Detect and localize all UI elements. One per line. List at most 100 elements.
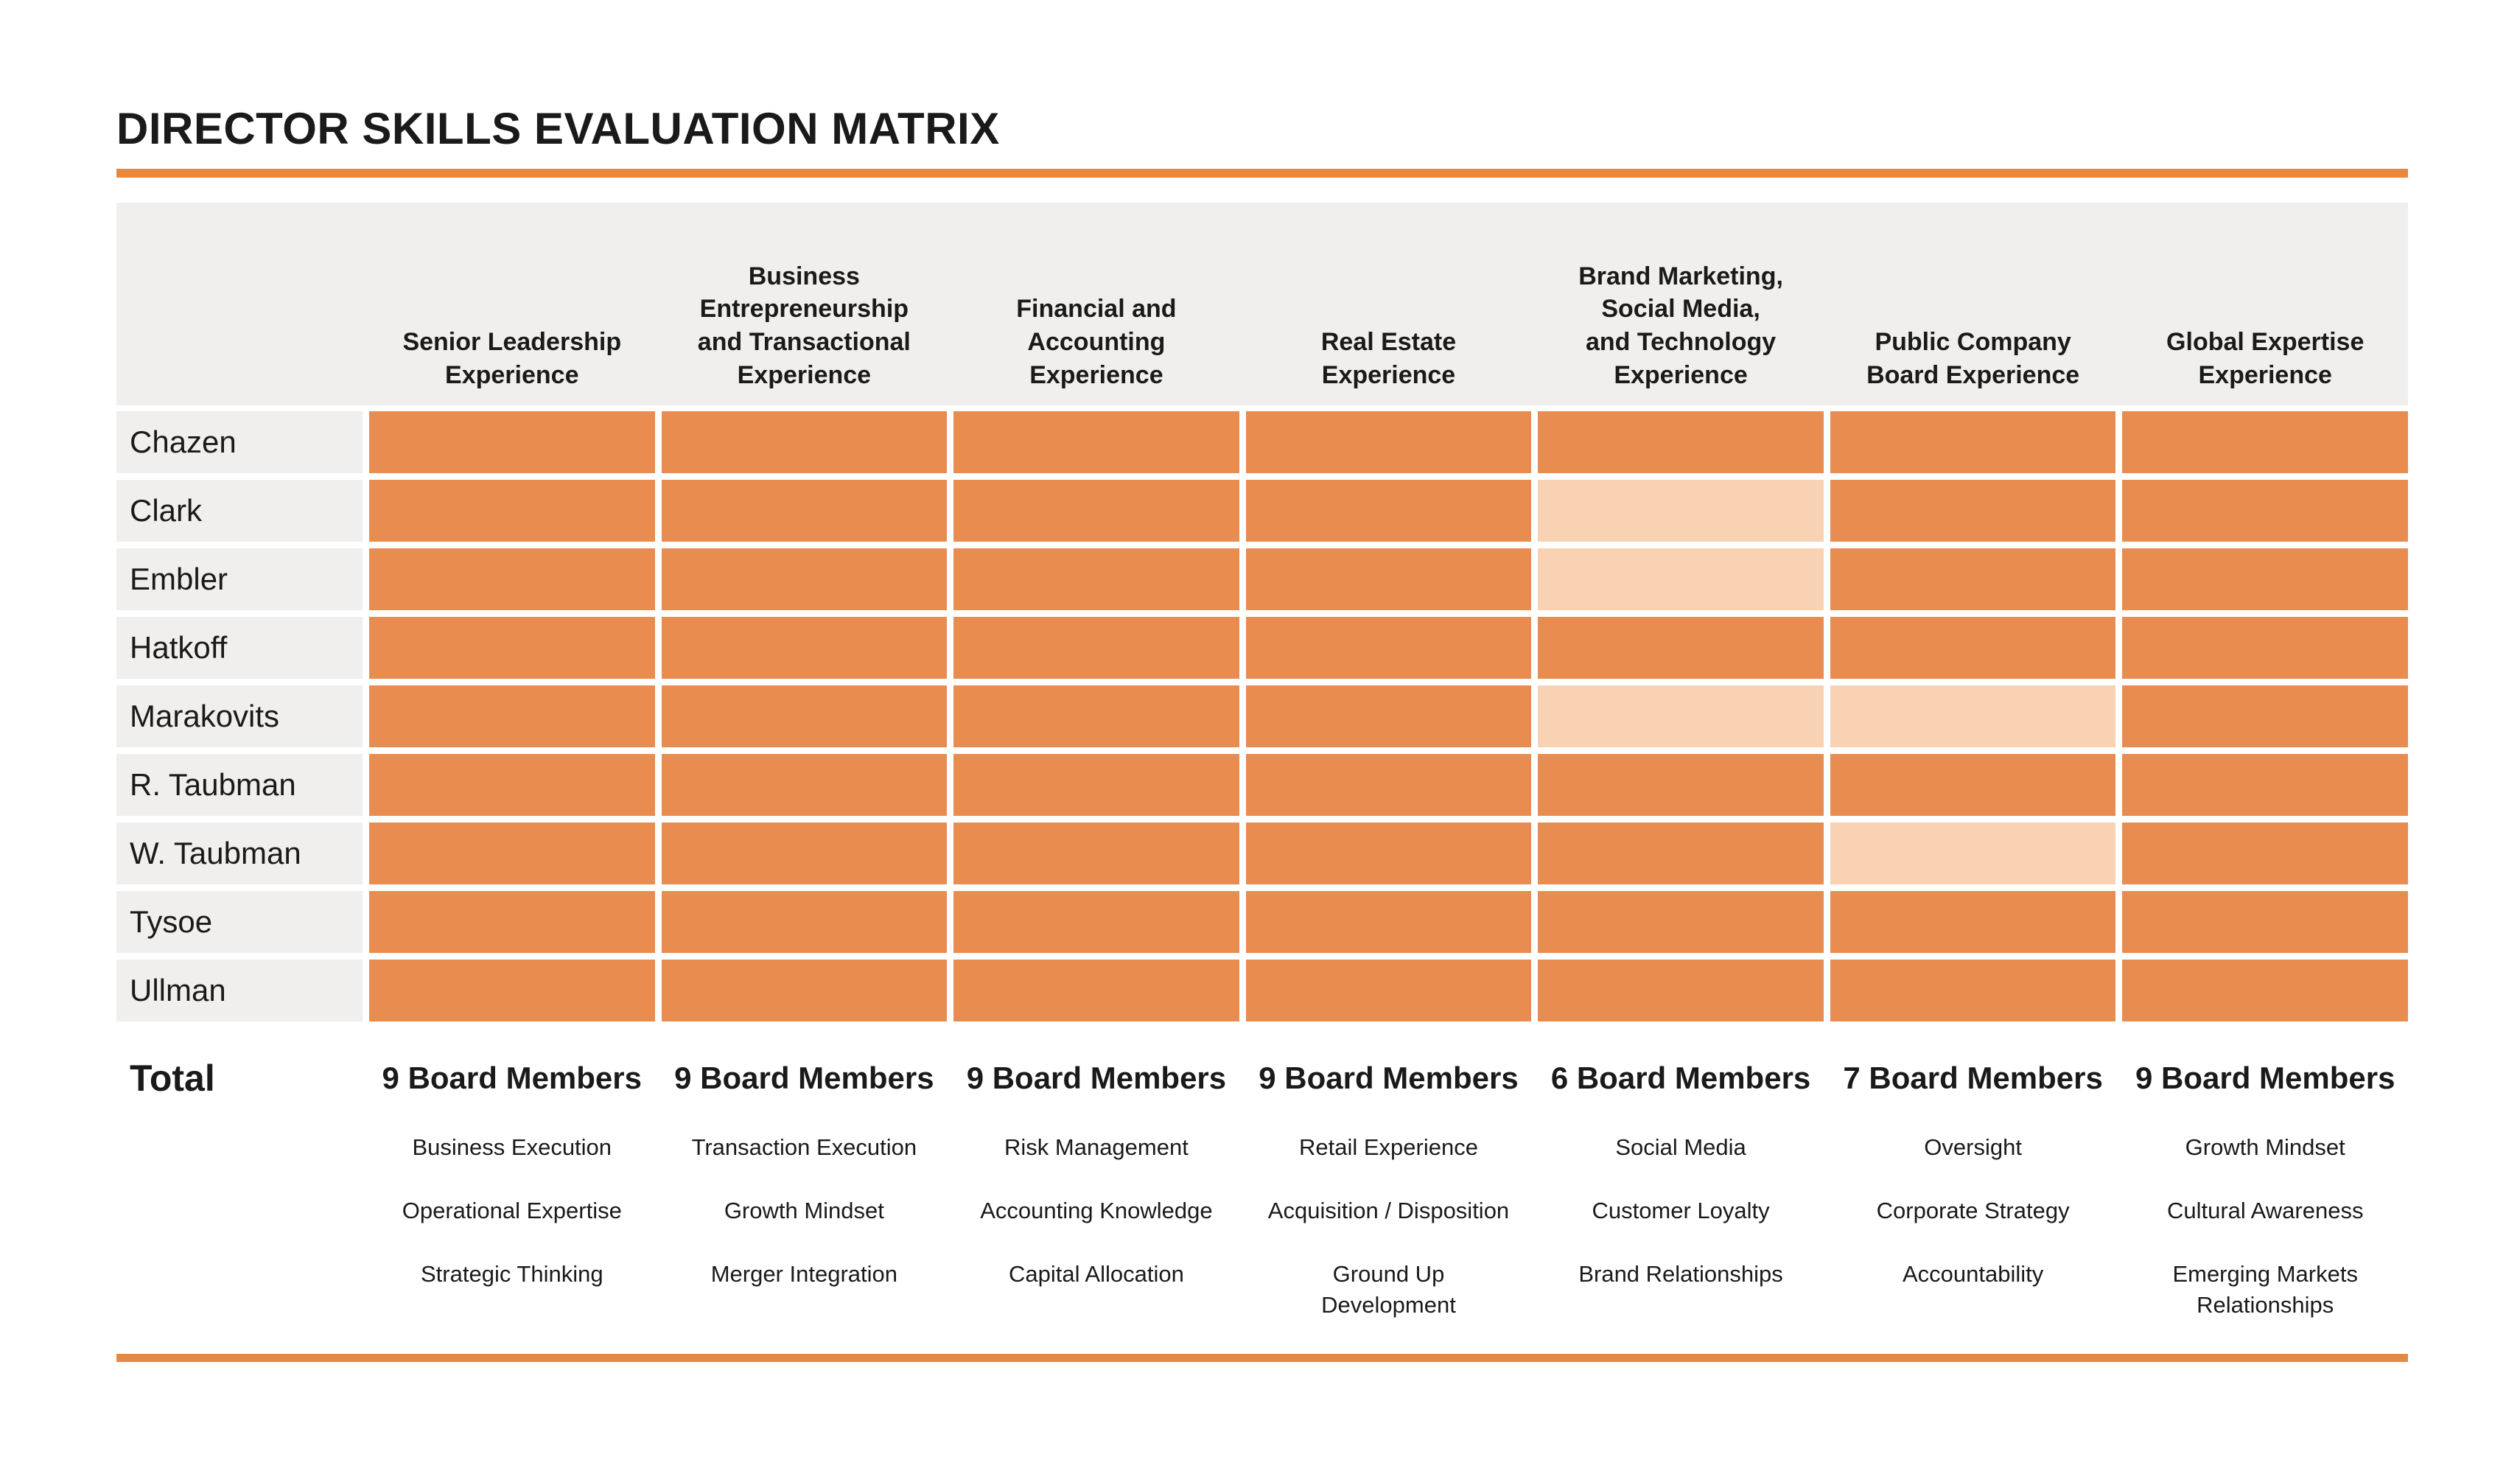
column-header-brand-marketing: Brand Marketing, Social Media, and Techn… <box>1578 262 1783 390</box>
cell-ullman-business-entrepreneurship <box>661 960 948 1021</box>
matrix-content: DIRECTOR SKILLS EVALUATION MATRIX Senior… <box>116 0 2408 1363</box>
cell-clark-real-estate <box>1245 480 1532 542</box>
row-label-r-taubman: R. Taubman <box>116 754 363 816</box>
cell-ullman-real-estate <box>1245 960 1532 1021</box>
row-label-marakovits: Marakovits <box>116 685 363 747</box>
cell-w-taubman-global-expertise <box>2122 822 2408 884</box>
cell-tysoe-global-expertise <box>2122 891 2408 953</box>
matrix-row-clark: Clark <box>116 480 2408 542</box>
cell-chazen-global-expertise <box>2122 411 2408 473</box>
cell-clark-global-expertise <box>2122 480 2408 542</box>
row-label-embler: Embler <box>116 548 363 610</box>
cell-embler-financial-accounting <box>953 548 1239 610</box>
cell-clark-public-company-board <box>1830 480 2116 542</box>
cell-marakovits-business-entrepreneurship <box>661 685 948 747</box>
skill-senior-leadership-2: Operational Expertise <box>402 1197 622 1223</box>
cell-ullman-global-expertise <box>2122 960 2408 1021</box>
cell-clark-financial-accounting <box>953 480 1239 542</box>
skill-real-estate-1: Retail Experience <box>1299 1134 1478 1160</box>
total-senior-leadership: 9 Board Members <box>382 1061 642 1095</box>
skill-global-expertise-3: Emerging Markets Relationships <box>2172 1260 2358 1318</box>
cell-ullman-financial-accounting <box>953 960 1239 1021</box>
cell-r-taubman-senior-leadership <box>369 754 655 816</box>
cell-clark-brand-marketing <box>1538 480 1824 542</box>
cell-marakovits-financial-accounting <box>953 685 1239 747</box>
cell-chazen-financial-accounting <box>953 411 1239 473</box>
cell-chazen-public-company-board <box>1830 411 2116 473</box>
matrix-row-marakovits: Marakovits <box>116 685 2408 747</box>
total-label: Total <box>130 1058 215 1099</box>
skill-business-entrepreneurship-3: Merger Integration <box>710 1260 897 1287</box>
column-header-global-expertise: Global Expertise Experience <box>2166 328 2365 390</box>
bottom-rule <box>116 1354 2408 1363</box>
cell-tysoe-business-entrepreneurship <box>661 891 948 953</box>
cell-tysoe-real-estate <box>1245 891 1532 953</box>
cell-ullman-brand-marketing <box>1538 960 1824 1021</box>
cell-hatkoff-global-expertise <box>2122 617 2408 679</box>
skills-row-3: Strategic Thinking Merger Integration Capi… <box>116 1259 2408 1321</box>
cell-marakovits-senior-leadership <box>369 685 655 747</box>
row-label-ullman: Ullman <box>116 960 363 1021</box>
matrix-row-ullman: Ullman <box>116 960 2408 1021</box>
matrix-row-hatkoff: Hatkoff <box>116 617 2408 679</box>
column-header-real-estate: Real Estate Experience <box>1320 328 1457 390</box>
skill-public-company-board-2: Corporate Strategy <box>1876 1197 2070 1223</box>
cell-hatkoff-financial-accounting <box>953 617 1239 679</box>
cell-hatkoff-business-entrepreneurship <box>661 617 948 679</box>
column-header-senior-leadership: Senior Leadership Experience <box>402 328 622 390</box>
skill-real-estate-2: Acquisition / Disposition <box>1267 1197 1510 1223</box>
matrix-row-tysoe: Tysoe <box>116 891 2408 953</box>
skill-financial-accounting-2: Accounting Knowledge <box>980 1197 1213 1223</box>
skill-public-company-board-3: Accountability <box>1902 1260 2044 1287</box>
skill-senior-leadership-3: Strategic Thinking <box>421 1260 603 1287</box>
skills-lists: Business Execution Transaction Execution R… <box>116 1132 2408 1320</box>
skill-financial-accounting-3: Capital Allocation <box>1009 1260 1184 1287</box>
skill-senior-leadership-1: Business Execution <box>412 1134 612 1160</box>
row-label-chazen: Chazen <box>116 411 363 473</box>
skill-brand-marketing-1: Social Media <box>1615 1134 1746 1160</box>
row-label-tysoe: Tysoe <box>116 891 363 953</box>
totals-row: Total 9 Board Members 9 Board Members 9 Boa… <box>116 1057 2408 1100</box>
cell-embler-senior-leadership <box>369 548 655 610</box>
skill-public-company-board-1: Oversight <box>1924 1134 2022 1160</box>
cell-chazen-senior-leadership <box>369 411 655 473</box>
total-global-expertise: 9 Board Members <box>2135 1061 2395 1095</box>
cell-ullman-public-company-board <box>1830 960 2116 1021</box>
cell-ullman-senior-leadership <box>369 960 655 1021</box>
total-business-entrepreneurship: 9 Board Members <box>674 1061 934 1095</box>
cell-embler-business-entrepreneurship <box>661 548 948 610</box>
cell-marakovits-brand-marketing <box>1538 685 1824 747</box>
cell-chazen-business-entrepreneurship <box>661 411 948 473</box>
skill-global-expertise-2: Cultural Awareness <box>2166 1197 2364 1223</box>
matrix-rows: Chazen Clark Embler Hatkoff Marakovits R. Tau… <box>116 411 2408 1021</box>
cell-clark-business-entrepreneurship <box>661 480 948 542</box>
cell-r-taubman-business-entrepreneurship <box>661 754 948 816</box>
cell-embler-real-estate <box>1245 548 1532 610</box>
title-rule <box>116 169 2408 178</box>
cell-w-taubman-public-company-board <box>1830 822 2116 884</box>
skills-row-2: Operational Expertise Growth Mindset Accou… <box>116 1195 2408 1226</box>
cell-embler-global-expertise <box>2122 548 2408 610</box>
cell-marakovits-real-estate <box>1245 685 1532 747</box>
cell-w-taubman-brand-marketing <box>1538 822 1824 884</box>
skill-real-estate-3: Ground Up Development <box>1321 1260 1456 1318</box>
total-brand-marketing: 6 Board Members <box>1550 1061 1811 1095</box>
cell-tysoe-senior-leadership <box>369 891 655 953</box>
skill-business-entrepreneurship-1: Transaction Execution <box>691 1134 917 1160</box>
matrix-row-r-taubman: R. Taubman <box>116 754 2408 816</box>
cell-marakovits-global-expertise <box>2122 685 2408 747</box>
row-label-hatkoff: Hatkoff <box>116 617 363 679</box>
skill-business-entrepreneurship-2: Growth Mindset <box>724 1197 884 1223</box>
total-public-company-board: 7 Board Members <box>1843 1061 2103 1095</box>
column-header-band: Senior Leadership Experience Business Ent… <box>116 203 2408 405</box>
cell-r-taubman-financial-accounting <box>953 754 1239 816</box>
matrix-row-embler: Embler <box>116 548 2408 610</box>
cell-hatkoff-senior-leadership <box>369 617 655 679</box>
skill-brand-marketing-3: Brand Relationships <box>1578 1260 1783 1287</box>
cell-tysoe-public-company-board <box>1830 891 2116 953</box>
skills-row-1: Business Execution Transaction Execution R… <box>116 1132 2408 1163</box>
row-label-clark: Clark <box>116 480 363 542</box>
cell-r-taubman-global-expertise <box>2122 754 2408 816</box>
cell-w-taubman-real-estate <box>1245 822 1532 884</box>
